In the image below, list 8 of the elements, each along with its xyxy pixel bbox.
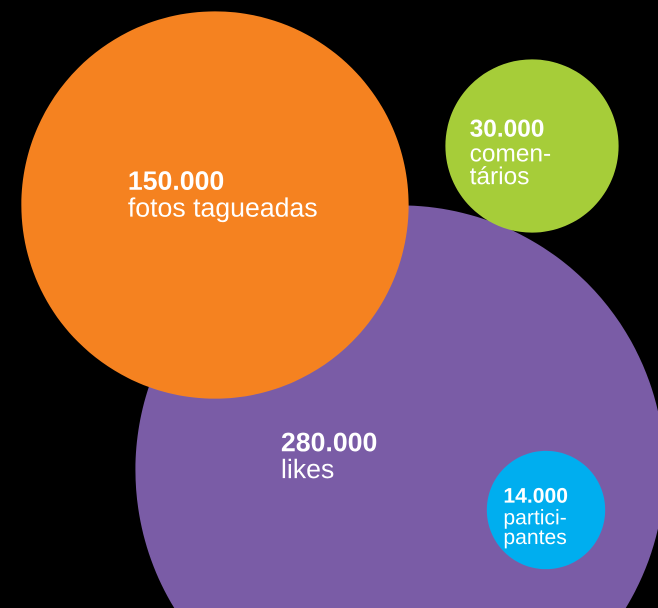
category-label: fotos tagueadas [128, 197, 317, 222]
category-label: comen- tários [470, 148, 550, 184]
category-label: partici- pantes [504, 509, 566, 548]
data-label: 150.000 [130, 171, 224, 190]
data-label: 280.000 [282, 432, 376, 452]
data-label: 14.000 [504, 488, 568, 503]
category-label: likes [282, 458, 334, 478]
data-label: 30.000 [470, 120, 544, 137]
